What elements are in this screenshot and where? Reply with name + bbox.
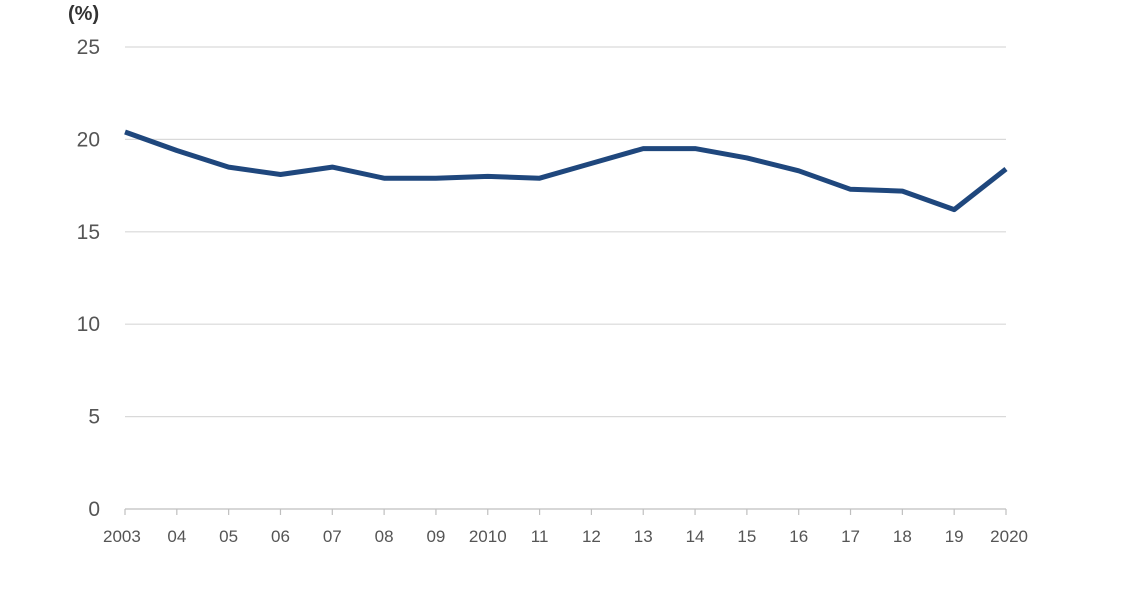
x-tick-label-16: 16 xyxy=(789,527,808,546)
x-tick-label-05: 05 xyxy=(219,527,238,546)
x-tick-label-18: 18 xyxy=(893,527,912,546)
x-tick-label-2010: 2010 xyxy=(469,527,507,546)
y-tick-label-10: 10 xyxy=(77,313,100,336)
x-tick-label-07: 07 xyxy=(323,527,342,546)
x-tick-label-06: 06 xyxy=(271,527,290,546)
y-tick-label-0: 0 xyxy=(88,498,100,521)
x-tick-label-2020: 2020 xyxy=(990,527,1028,546)
x-tick-label-12: 12 xyxy=(582,527,601,546)
y-tick-label-25: 25 xyxy=(77,36,100,59)
y-axis-unit-label: (%) xyxy=(68,3,99,25)
x-tick-label-15: 15 xyxy=(737,527,756,546)
x-tick-label-04: 04 xyxy=(167,527,186,546)
x-tick-label-13: 13 xyxy=(634,527,653,546)
x-tick-label-09: 09 xyxy=(426,527,445,546)
x-axis xyxy=(124,508,1007,515)
y-tick-label-20: 20 xyxy=(77,128,100,151)
series-line-0 xyxy=(124,129,1008,213)
data-series xyxy=(124,129,1008,213)
x-axis-tick-labels: 2003 04 05 06 07 08 09 2010 11 12 13 14 15 16 17 18 19 20… xyxy=(103,527,1028,546)
x-tick-label-2003: 2003 xyxy=(103,527,141,546)
x-tick-label-17: 17 xyxy=(841,527,860,546)
x-tick-label-08: 08 xyxy=(375,527,394,546)
x-tick-label-11: 11 xyxy=(531,527,549,546)
x-tick-label-14: 14 xyxy=(686,527,705,546)
gridlines xyxy=(125,46,1006,418)
y-axis-tick-labels: 0 5 10 15 20 25 xyxy=(77,36,100,521)
y-tick-label-15: 15 xyxy=(77,221,100,244)
y-tick-label-5: 5 xyxy=(88,406,100,429)
x-tick-label-19: 19 xyxy=(945,527,964,546)
